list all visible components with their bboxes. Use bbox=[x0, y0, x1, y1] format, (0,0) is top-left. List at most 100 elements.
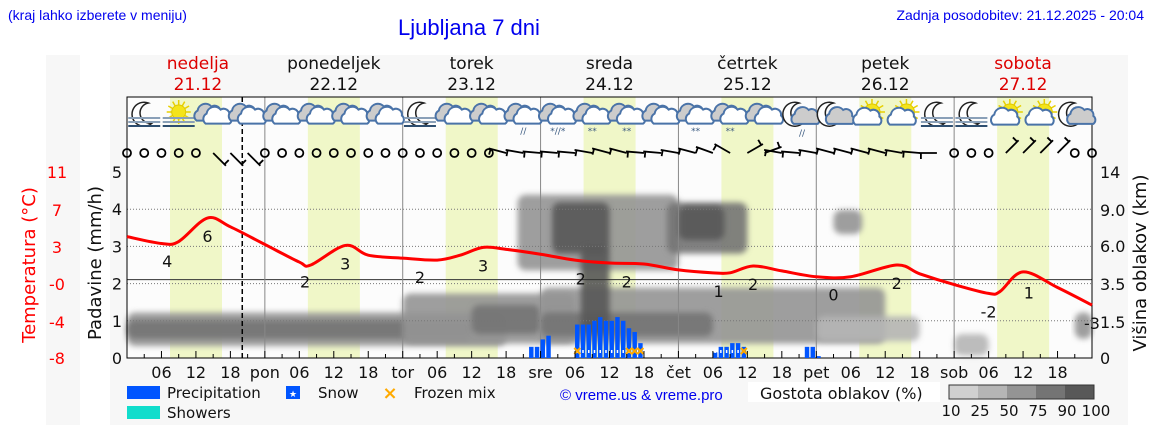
calm-wind-icon bbox=[949, 148, 960, 158]
wind-barb-icon bbox=[643, 150, 662, 158]
precipitation-bar bbox=[540, 339, 546, 358]
cloud-density-patch bbox=[1074, 312, 1092, 339]
barb-tick bbox=[1063, 136, 1070, 143]
day-date: 27.12 bbox=[999, 75, 1048, 95]
cloud-shape bbox=[478, 105, 509, 125]
precipitation-tick: 3 bbox=[112, 237, 122, 256]
sun-cloud-icon bbox=[1024, 99, 1058, 126]
location-hint: (kraj lahko izberete v meniju) bbox=[8, 7, 187, 23]
sun-disc bbox=[171, 104, 187, 120]
wind-barb-icon bbox=[918, 152, 937, 159]
cloudy-snow-icon: ** bbox=[606, 102, 647, 137]
sun-cloud-icon bbox=[852, 99, 885, 126]
snow-legend-swatch bbox=[286, 386, 300, 399]
x-tick-label: pon bbox=[250, 363, 280, 382]
barb-shaft bbox=[678, 147, 696, 154]
barb-shaft bbox=[833, 147, 851, 154]
precipitation-bar bbox=[712, 352, 718, 358]
calm-wind-icon bbox=[191, 148, 201, 158]
barb-tick bbox=[557, 151, 560, 158]
barb-shaft bbox=[488, 147, 507, 154]
credit-link[interactable]: © vreme.us & vreme.pro bbox=[560, 387, 723, 404]
day-name: sreda bbox=[586, 54, 633, 74]
barb-shaft bbox=[246, 152, 261, 167]
cloud-shape bbox=[684, 105, 715, 125]
precipitation-bar bbox=[575, 324, 580, 358]
precipitation-bar bbox=[534, 346, 540, 358]
page-title: Ljubljana 7 dni bbox=[398, 15, 540, 40]
sleet-marks: *//* bbox=[550, 127, 566, 137]
cloud-shape bbox=[305, 105, 336, 125]
barb-tick bbox=[694, 147, 699, 154]
barb-shaft bbox=[1039, 139, 1054, 154]
cloud-height-tick: 6.0 bbox=[1100, 237, 1125, 256]
wind-barb-icon bbox=[1056, 136, 1071, 154]
temperature-axis-title: Temperatura (°C) bbox=[19, 187, 40, 344]
wind-barb-icon bbox=[539, 150, 558, 158]
precipitation-bar bbox=[741, 346, 747, 358]
temperature-label: 3 bbox=[478, 256, 488, 275]
x-tick-label: 18 bbox=[358, 363, 378, 382]
day-date: 25.12 bbox=[723, 75, 772, 95]
barb-shaft bbox=[695, 145, 714, 154]
calm-wind-icon bbox=[173, 148, 184, 158]
wind-barb-icon bbox=[764, 141, 782, 154]
barb-tick bbox=[832, 148, 837, 155]
barb-shaft bbox=[850, 147, 869, 154]
x-tick-label: 06 bbox=[978, 363, 998, 382]
temperature-label: 2 bbox=[415, 268, 425, 287]
cloudy-icon bbox=[744, 102, 784, 125]
temperature-label: 1 bbox=[1024, 283, 1034, 302]
calm-wind-icon bbox=[139, 148, 150, 158]
cloud-density-patch bbox=[954, 334, 989, 356]
moon-shape bbox=[782, 101, 806, 127]
x-tick-label: 06 bbox=[151, 363, 171, 382]
barb-tick bbox=[884, 150, 888, 157]
cloudy-icon bbox=[227, 102, 267, 125]
wind-barb-icon bbox=[867, 147, 886, 155]
frozen-mix-marker bbox=[630, 347, 639, 355]
x-tick-label: 12 bbox=[599, 363, 619, 382]
cloudy-icon bbox=[469, 102, 509, 125]
x-tick-label: 12 bbox=[737, 363, 757, 382]
frozen-mix-stroke bbox=[740, 347, 748, 355]
precipitation-bar bbox=[592, 320, 597, 358]
cloud-shape bbox=[719, 105, 750, 125]
wind-barb-icon bbox=[781, 150, 800, 158]
barb-tick bbox=[1029, 136, 1036, 143]
precipitation-bar bbox=[816, 356, 821, 358]
sun-ray bbox=[1037, 100, 1041, 106]
temperature-label: 1 bbox=[714, 282, 724, 301]
calm-wind-icon bbox=[415, 148, 425, 158]
snow-legend-label: Snow bbox=[318, 384, 358, 402]
barb-shaft bbox=[815, 147, 834, 154]
precipitation-tick: 2 bbox=[112, 275, 122, 294]
cloud-density-level: 100 bbox=[1082, 402, 1111, 420]
barb-shaft bbox=[557, 150, 576, 154]
sun-ray bbox=[899, 100, 904, 106]
barb-shaft bbox=[763, 148, 782, 154]
temperature-label: 2 bbox=[892, 274, 902, 293]
barb-shaft bbox=[660, 148, 679, 154]
precipitation-bar bbox=[586, 324, 591, 358]
sun-ray bbox=[1013, 100, 1017, 106]
x-tick-label: sob bbox=[940, 363, 968, 382]
snow-marks: ** bbox=[622, 127, 632, 137]
cloud-shape bbox=[650, 105, 681, 125]
temperature-label: 3 bbox=[340, 254, 350, 273]
sun-ray bbox=[1002, 100, 1007, 106]
precipitation-bar bbox=[620, 320, 626, 358]
barb-shaft bbox=[505, 148, 524, 154]
precipitation-bar bbox=[598, 317, 603, 358]
barb-shaft bbox=[212, 152, 227, 167]
x-tick-label: 06 bbox=[841, 363, 861, 382]
precipitation-legend-label: Precipitation bbox=[167, 384, 261, 402]
cloud-shape bbox=[271, 105, 302, 125]
temperature-tick: -4 bbox=[49, 313, 65, 332]
barb-shaft bbox=[643, 150, 662, 154]
cloud-density-patch bbox=[127, 320, 472, 339]
x-tick-label: 12 bbox=[186, 363, 206, 382]
frozen-mix-stroke bbox=[625, 347, 633, 355]
barb-shaft bbox=[714, 143, 731, 154]
